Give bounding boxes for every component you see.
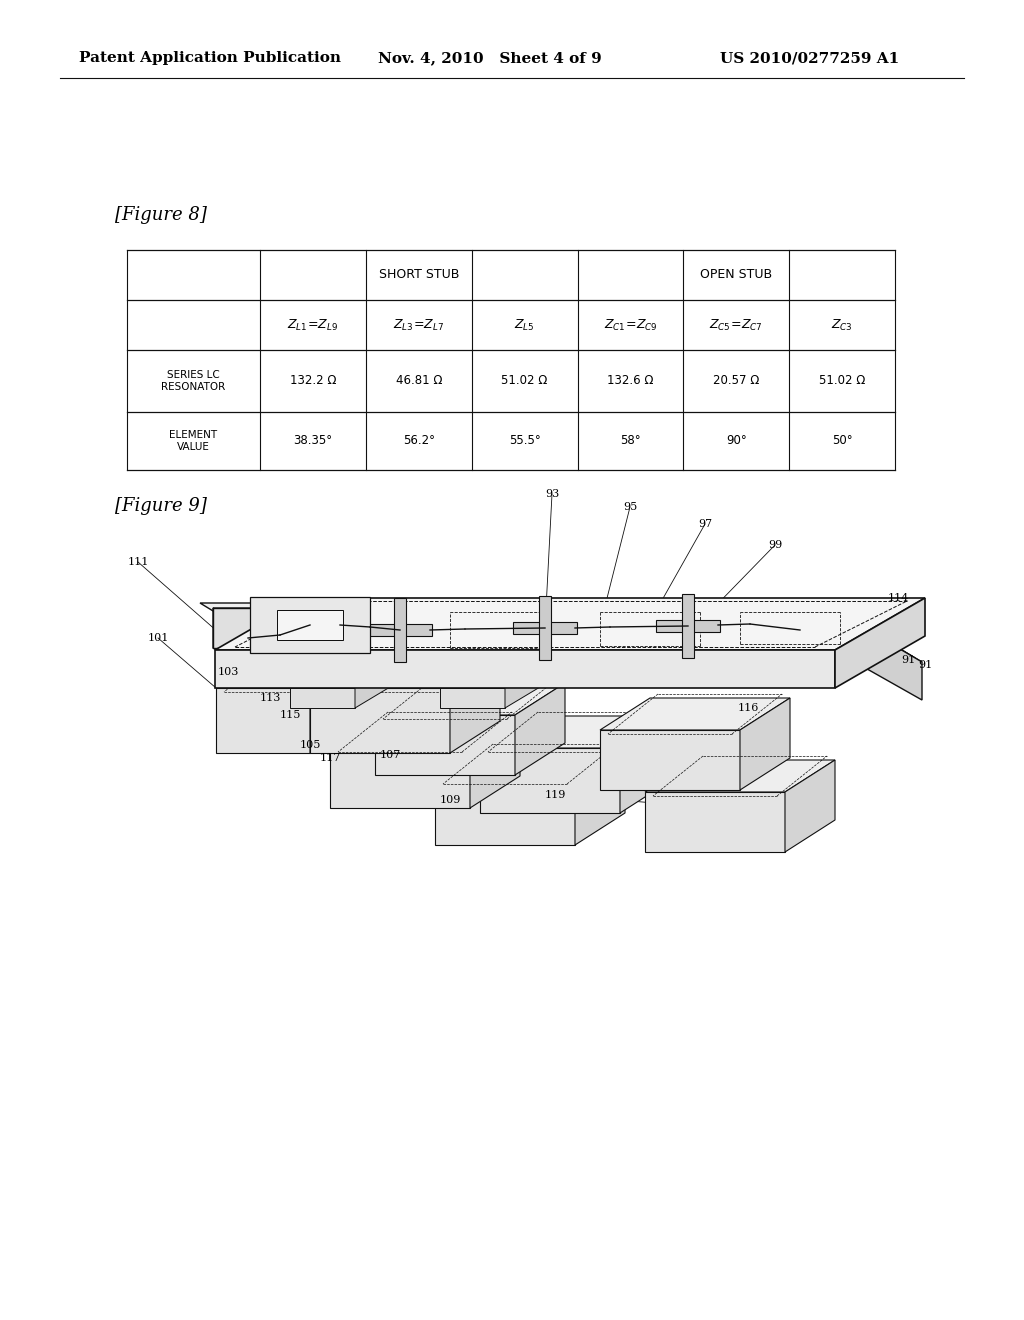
Polygon shape [785, 760, 835, 851]
Text: 115: 115 [280, 710, 301, 719]
Polygon shape [440, 688, 505, 708]
Text: 113: 113 [259, 693, 281, 704]
Polygon shape [835, 598, 925, 688]
Polygon shape [290, 657, 406, 688]
Text: 101: 101 [147, 634, 169, 643]
Text: 114: 114 [888, 593, 908, 603]
Text: SHORT STUB: SHORT STUB [379, 268, 459, 281]
Polygon shape [539, 597, 551, 660]
Polygon shape [216, 688, 310, 752]
Text: [Figure 8]: [Figure 8] [115, 206, 207, 224]
Polygon shape [375, 715, 515, 775]
Text: 50°: 50° [831, 434, 852, 447]
Polygon shape [213, 609, 305, 696]
Text: 107: 107 [379, 750, 400, 760]
Polygon shape [480, 715, 670, 748]
Polygon shape [600, 698, 790, 730]
Text: 56.2°: 56.2° [402, 434, 435, 447]
Polygon shape [600, 730, 740, 789]
Text: 132.6 Ω: 132.6 Ω [607, 375, 653, 388]
Polygon shape [375, 682, 565, 715]
Text: 99: 99 [768, 540, 782, 550]
Polygon shape [513, 622, 577, 634]
Polygon shape [435, 780, 575, 845]
Text: 38.35°: 38.35° [293, 434, 333, 447]
Polygon shape [440, 657, 555, 688]
Text: 132.2 Ω: 132.2 Ω [290, 375, 336, 388]
Text: SERIES LC
RESONATOR: SERIES LC RESONATOR [162, 370, 225, 392]
Text: 51.02 Ω: 51.02 Ω [502, 375, 548, 388]
Polygon shape [330, 715, 520, 748]
Polygon shape [310, 688, 450, 752]
Text: $Z_{L5}$: $Z_{L5}$ [514, 317, 535, 333]
Polygon shape [682, 594, 694, 657]
Polygon shape [310, 656, 360, 752]
Polygon shape [250, 597, 370, 653]
Polygon shape [330, 748, 470, 808]
Polygon shape [645, 792, 785, 851]
Text: 111: 111 [127, 557, 148, 568]
Text: Nov. 4, 2010   Sheet 4 of 9: Nov. 4, 2010 Sheet 4 of 9 [378, 51, 602, 65]
Text: 116: 116 [737, 704, 759, 713]
Polygon shape [575, 748, 625, 845]
Text: 90°: 90° [726, 434, 746, 447]
Polygon shape [215, 598, 925, 649]
Polygon shape [505, 657, 555, 708]
Polygon shape [645, 760, 835, 792]
Polygon shape [450, 656, 500, 752]
Text: 95: 95 [623, 502, 637, 512]
Text: Patent Application Publication: Patent Application Publication [79, 51, 341, 65]
Text: 58°: 58° [621, 434, 641, 447]
Polygon shape [620, 715, 670, 813]
Polygon shape [830, 609, 922, 700]
Text: 97: 97 [698, 519, 712, 529]
Text: $Z_{L3}\!=\!Z_{L7}$: $Z_{L3}\!=\!Z_{L7}$ [393, 317, 444, 333]
Polygon shape [213, 609, 830, 648]
Polygon shape [740, 698, 790, 789]
Text: $Z_{C5}\!=\!Z_{C7}$: $Z_{C5}\!=\!Z_{C7}$ [710, 317, 763, 333]
Text: 93: 93 [545, 488, 559, 499]
Text: US 2010/0277259 A1: US 2010/0277259 A1 [720, 51, 900, 65]
Text: ELEMENT
VALUE: ELEMENT VALUE [169, 430, 217, 451]
Text: 103: 103 [217, 667, 239, 677]
Text: 55.5°: 55.5° [509, 434, 541, 447]
Text: 51.02 Ω: 51.02 Ω [819, 375, 865, 388]
Text: 91: 91 [918, 660, 932, 671]
Text: 105: 105 [299, 741, 321, 750]
Polygon shape [200, 603, 915, 657]
Text: 46.81 Ω: 46.81 Ω [395, 375, 442, 388]
Text: 117: 117 [319, 752, 341, 763]
Polygon shape [215, 649, 835, 688]
Text: 20.57 Ω: 20.57 Ω [713, 375, 760, 388]
Polygon shape [368, 624, 432, 636]
Text: $Z_{L1}\!=\!Z_{L9}$: $Z_{L1}\!=\!Z_{L9}$ [288, 317, 339, 333]
Polygon shape [213, 609, 922, 663]
Text: [Figure 9]: [Figure 9] [115, 498, 207, 515]
Polygon shape [470, 715, 520, 808]
Text: $Z_{C3}$: $Z_{C3}$ [831, 317, 853, 333]
Text: 119: 119 [545, 789, 565, 800]
Polygon shape [656, 620, 720, 632]
Text: 109: 109 [439, 795, 461, 805]
Polygon shape [278, 610, 343, 640]
Text: $Z_{C1}\!=\!Z_{C9}$: $Z_{C1}\!=\!Z_{C9}$ [603, 317, 657, 333]
Text: 91: 91 [901, 655, 915, 665]
Polygon shape [515, 682, 565, 775]
Polygon shape [216, 656, 360, 688]
Polygon shape [355, 657, 406, 708]
Polygon shape [310, 656, 500, 688]
Polygon shape [435, 748, 625, 780]
Polygon shape [394, 598, 406, 663]
Polygon shape [290, 688, 355, 708]
Text: OPEN STUB: OPEN STUB [700, 268, 772, 281]
Polygon shape [480, 748, 620, 813]
